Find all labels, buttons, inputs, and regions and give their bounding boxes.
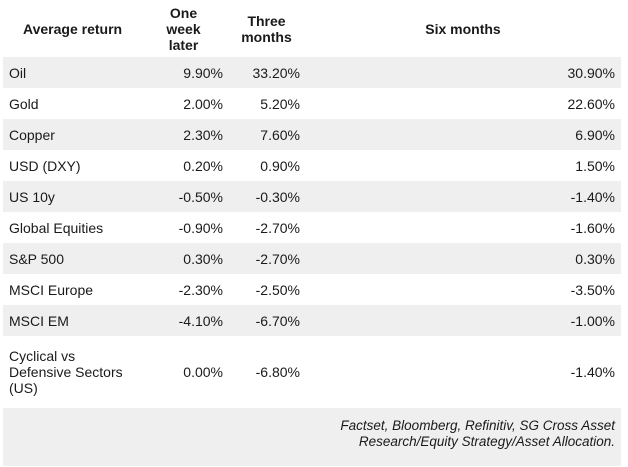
header-three-months: Three months: [241, 12, 292, 45]
returns-table: Average return One week later Three mont…: [3, 0, 621, 466]
value-six-months: 6.90%: [575, 126, 615, 143]
value-six-months: -1.00%: [570, 312, 615, 329]
table-row-global-equities: Global Equities -0.90% -2.70% -1.60%: [3, 212, 621, 243]
value-six-months: 22.60%: [567, 95, 615, 112]
value-three-months: 5.20%: [260, 95, 300, 112]
table-row-oil: Oil 9.90% 33.20% 30.90%: [3, 57, 621, 88]
value-six-months: -3.50%: [570, 281, 615, 298]
value-one-week: -2.30%: [178, 281, 223, 298]
value-one-week: 0.30%: [183, 250, 223, 267]
asset-label: Copper: [9, 126, 55, 143]
table-body: Oil 9.90% 33.20% 30.90% Gold 2.00% 5.20%…: [3, 57, 621, 407]
value-six-months: 0.30%: [575, 250, 615, 267]
value-three-months: 7.60%: [260, 126, 300, 143]
asset-label: S&P 500: [9, 250, 65, 267]
header-average-return: Average return: [23, 20, 123, 37]
asset-label: USD (DXY): [9, 157, 81, 174]
value-six-months: -1.40%: [570, 188, 615, 205]
asset-label: Gold: [9, 95, 39, 112]
value-one-week: 0.20%: [183, 157, 223, 174]
table-row-msci-europe: MSCI Europe -2.30% -2.50% -3.50%: [3, 274, 621, 305]
header-six-months: Six months: [425, 20, 501, 37]
asset-label: Cyclical vs Defensive Sectors (US): [9, 347, 123, 396]
table-row-sp-500: S&P 500 0.30% -2.70% 0.30%: [3, 243, 621, 274]
value-three-months: -2.70%: [255, 219, 300, 236]
table-header-row: Average return One week later Three mont…: [3, 0, 621, 57]
asset-label: MSCI EM: [9, 312, 69, 329]
value-one-week: 2.00%: [183, 95, 223, 112]
value-three-months: -2.70%: [255, 250, 300, 267]
value-six-months: 1.50%: [575, 157, 615, 174]
header-one-week-later: One week later: [166, 4, 201, 53]
value-six-months: -1.60%: [570, 219, 615, 236]
value-one-week: -0.90%: [178, 219, 223, 236]
value-one-week: 9.90%: [183, 64, 223, 81]
table-row-cyclical-vs-defensive: Cyclical vs Defensive Sectors (US) 0.00%…: [3, 336, 621, 407]
asset-label: Global Equities: [9, 219, 104, 236]
value-one-week: 0.00%: [183, 363, 223, 380]
asset-label: US 10y: [9, 188, 55, 205]
value-six-months: 30.90%: [567, 64, 615, 81]
table-row-msci-em: MSCI EM -4.10% -6.70% -1.00%: [3, 305, 621, 336]
asset-label: MSCI Europe: [9, 281, 94, 298]
value-three-months: -2.50%: [255, 281, 300, 298]
table-row-us-10y: US 10y -0.50% -0.30% -1.40%: [3, 181, 621, 212]
asset-label: Oil: [9, 64, 27, 81]
source-attribution: Factset, Bloomberg, Refinitiv, SG Cross …: [3, 408, 621, 466]
table-row-copper: Copper 2.30% 7.60% 6.90%: [3, 119, 621, 150]
value-three-months: -0.30%: [255, 188, 300, 205]
value-one-week: -0.50%: [178, 188, 223, 205]
value-six-months: -1.40%: [570, 363, 615, 380]
value-three-months: 33.20%: [252, 64, 300, 81]
table-row-gold: Gold 2.00% 5.20% 22.60%: [3, 88, 621, 119]
value-three-months: -6.80%: [255, 363, 300, 380]
value-one-week: -4.10%: [178, 312, 223, 329]
table-row-usd-dxy: USD (DXY) 0.20% 0.90% 1.50%: [3, 150, 621, 181]
value-one-week: 2.30%: [183, 126, 223, 143]
value-three-months: -6.70%: [255, 312, 300, 329]
value-three-months: 0.90%: [260, 157, 300, 174]
